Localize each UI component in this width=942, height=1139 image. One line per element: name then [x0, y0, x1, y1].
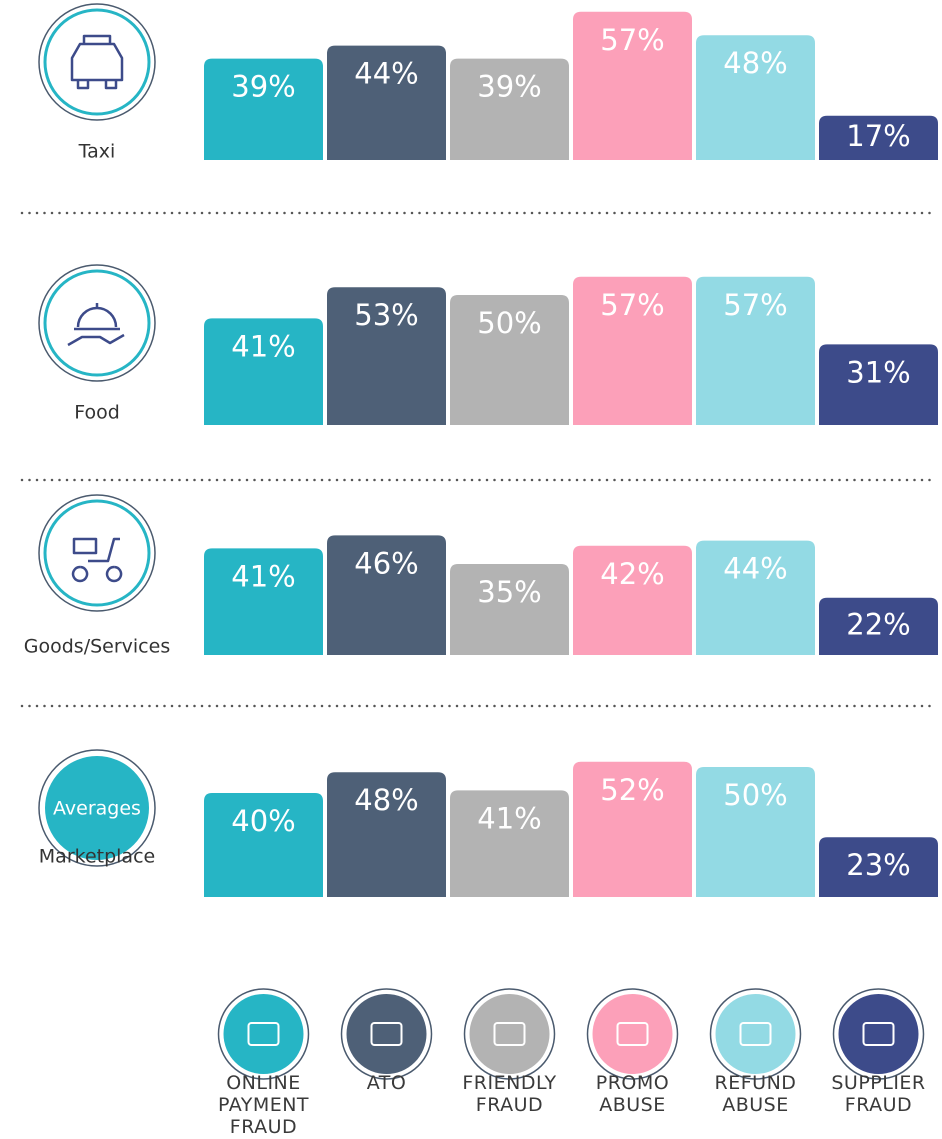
bar — [696, 276, 815, 425]
bar — [819, 597, 938, 655]
value-label: 39% — [477, 70, 541, 104]
value-label: 23% — [846, 848, 910, 882]
value-label: 22% — [846, 607, 910, 641]
bar — [327, 287, 446, 425]
bar — [204, 318, 323, 425]
category-badge: Averages — [53, 798, 141, 820]
legend-swatch — [346, 994, 427, 1074]
legend-swatch — [223, 994, 304, 1074]
value-label: 41% — [231, 559, 295, 593]
value-label: 44% — [354, 57, 418, 91]
value-label: 35% — [477, 575, 541, 609]
bar — [204, 58, 323, 160]
bar — [327, 535, 446, 655]
value-label: 50% — [723, 778, 787, 812]
bar — [696, 767, 815, 897]
value-label: 57% — [723, 288, 787, 322]
bar — [450, 295, 569, 425]
bar — [573, 276, 692, 425]
legend-label: FRIENDLY FRAUD — [462, 1072, 557, 1116]
legend-icon — [370, 1022, 403, 1046]
bar — [573, 11, 692, 160]
legend-label: ATO — [366, 1072, 407, 1094]
value-label: 41% — [477, 801, 541, 835]
value-label: 52% — [600, 773, 664, 807]
value-label: 42% — [600, 557, 664, 591]
legend-label: ONLINE PAYMENT FRAUD — [217, 1072, 310, 1138]
bar — [819, 344, 938, 425]
legend-icon — [493, 1022, 526, 1046]
value-label: 44% — [723, 552, 787, 586]
value-label: 53% — [354, 298, 418, 332]
legend-swatch — [715, 994, 796, 1074]
bar — [327, 45, 446, 160]
bar — [450, 58, 569, 160]
legend-icon — [247, 1022, 280, 1046]
bar — [327, 772, 446, 897]
value-label: 50% — [477, 306, 541, 340]
value-label: 57% — [600, 23, 664, 57]
category-label: Food — [74, 402, 120, 424]
category-icon-inner — [43, 269, 151, 377]
value-label: 57% — [600, 288, 664, 322]
category-icon — [71, 537, 123, 583]
bar — [204, 793, 323, 897]
legend-label: PROMO ABUSE — [595, 1072, 670, 1116]
category-icon-inner — [45, 756, 149, 860]
legend-label: REFUND ABUSE — [714, 1072, 797, 1116]
value-label: 31% — [846, 355, 910, 389]
bar — [204, 548, 323, 655]
legend-icon — [616, 1022, 649, 1046]
category-label: Goods/Services — [24, 636, 170, 658]
bar — [450, 564, 569, 655]
legend-label: SUPPLIER FRAUD — [831, 1072, 926, 1116]
category-icon — [67, 303, 125, 347]
bar — [696, 540, 815, 655]
value-label: 40% — [231, 804, 295, 838]
category-icon — [70, 34, 124, 90]
legend-swatch — [469, 994, 550, 1074]
legend-swatch — [838, 994, 919, 1074]
bar — [573, 761, 692, 897]
legend-icon — [739, 1022, 772, 1046]
value-label: 17% — [846, 119, 910, 153]
value-label: 39% — [231, 70, 295, 104]
value-label: 41% — [231, 329, 295, 363]
value-label: 48% — [354, 783, 418, 817]
legend-swatch — [592, 994, 673, 1074]
bar — [696, 35, 815, 161]
category-label: Marketplace — [39, 846, 155, 868]
bar — [819, 115, 938, 160]
bar — [573, 545, 692, 655]
value-label: 48% — [723, 46, 787, 80]
category-icon-inner — [43, 8, 151, 116]
bar — [450, 790, 569, 897]
legend-icon — [862, 1022, 895, 1046]
value-label: 46% — [354, 546, 418, 580]
category-label: Taxi — [78, 141, 116, 163]
bar — [819, 837, 938, 897]
